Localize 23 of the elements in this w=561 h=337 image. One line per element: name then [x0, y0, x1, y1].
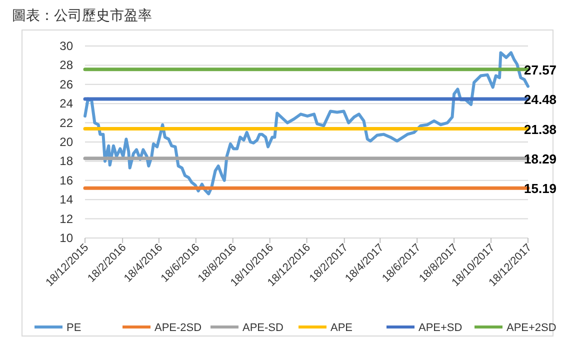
data-label: 15.19	[524, 181, 557, 196]
y-tick-label: 18	[60, 154, 74, 168]
y-tick-label: 10	[60, 231, 74, 245]
legend-label: APE	[330, 322, 353, 334]
legend-label: APE+SD	[418, 322, 462, 334]
y-tick-label: 14	[60, 192, 74, 207]
data-label: 21.38	[524, 122, 557, 137]
y-tick-label: 28	[60, 58, 74, 72]
legend-label: APE-SD	[242, 322, 284, 334]
legend-label: APE-2SD	[154, 322, 202, 334]
y-tick-label: 30	[60, 39, 74, 53]
data-label: 24.48	[524, 92, 557, 107]
y-tick-label: 22	[60, 116, 74, 130]
y-tick-label: 26	[60, 77, 74, 92]
y-tick-label: 20	[60, 135, 74, 149]
data-label: 27.57	[524, 62, 557, 78]
data-label: 18.29	[524, 151, 557, 166]
y-tick-label: 24	[60, 96, 74, 111]
legend-label: APE+2SD	[506, 322, 556, 334]
legend-label: PE	[66, 322, 82, 334]
y-tick-label: 12	[60, 212, 74, 226]
chart-title: 圖表：公司歷史市盈率	[12, 8, 152, 24]
y-tick-label: 16	[60, 173, 74, 188]
